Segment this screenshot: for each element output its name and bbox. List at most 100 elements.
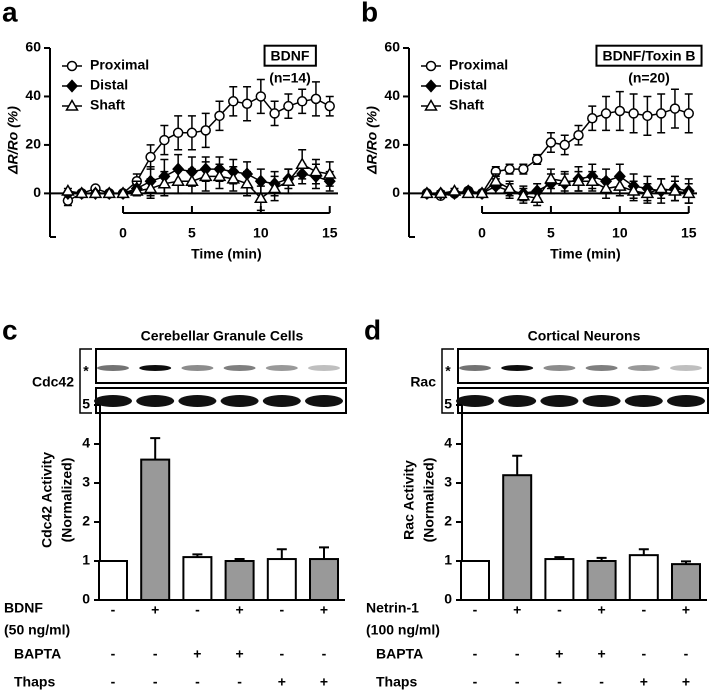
annotation-box <box>263 44 317 67</box>
condition-sign: + <box>151 602 159 618</box>
y-tick-label: 40 <box>384 87 400 103</box>
marker <box>198 169 213 182</box>
condition-sign: - <box>684 646 689 662</box>
marker <box>614 105 626 117</box>
condition-sign: + <box>278 674 286 690</box>
marker <box>559 139 570 151</box>
bar <box>98 560 128 601</box>
marker <box>587 113 598 124</box>
y-axis-label: Cdc42 Activity <box>39 452 55 548</box>
annotation: (n=20) <box>628 70 670 86</box>
marker <box>254 191 268 203</box>
legend-label: Proximal <box>90 57 149 73</box>
legend-label: Shaft <box>90 97 125 113</box>
blot-band <box>265 365 298 371</box>
marker <box>461 186 476 199</box>
condition-sign: - <box>279 646 284 662</box>
error-bar <box>150 437 161 460</box>
y-tick-label: 5 <box>444 396 452 412</box>
blot-band <box>178 395 217 407</box>
condition-label: Thaps <box>14 674 55 690</box>
marker <box>309 164 323 177</box>
x-tick-label: 10 <box>612 225 628 241</box>
error-bar <box>638 548 649 556</box>
y-tick-label: 40 <box>25 87 41 103</box>
condition-label: (50 ng/ml) <box>4 622 70 638</box>
marker <box>66 60 78 72</box>
marker <box>516 188 531 201</box>
panel-label: b <box>361 0 378 27</box>
marker <box>599 181 613 194</box>
y-tick-label: 0 <box>444 591 452 607</box>
condition-sign: - <box>195 602 200 618</box>
y-tick-label: 1 <box>444 552 452 568</box>
x-axis-label: Time (min) <box>191 246 262 262</box>
marker <box>613 179 627 191</box>
y-tick-label: 0 <box>82 591 90 607</box>
annotation: BDNF/Toxin B <box>602 48 695 64</box>
y-axis-label: Rac Activity <box>401 460 417 540</box>
bar <box>628 554 659 602</box>
blot-band <box>667 395 705 407</box>
condition-sign: + <box>320 674 328 690</box>
condition-sign: + <box>598 646 606 662</box>
marker <box>157 176 172 189</box>
marker <box>433 186 448 199</box>
blot-band <box>624 395 663 407</box>
marker <box>310 93 322 105</box>
marker <box>226 171 241 184</box>
marker <box>143 181 158 194</box>
condition-sign: - <box>473 674 478 690</box>
blot-band <box>627 365 660 371</box>
marker <box>642 110 653 122</box>
marker <box>185 174 199 187</box>
marker <box>214 110 225 122</box>
bar <box>544 558 575 601</box>
blot-band <box>262 395 301 407</box>
marker <box>640 186 655 199</box>
condition-sign: - <box>515 674 520 690</box>
blot <box>457 348 709 384</box>
marker <box>65 79 79 93</box>
marker <box>669 103 681 114</box>
panel-label: a <box>2 0 18 27</box>
blot <box>95 348 347 384</box>
condition-sign: + <box>193 646 201 662</box>
marker <box>626 183 641 196</box>
condition-sign: + <box>320 602 328 618</box>
x-tick-label: 15 <box>681 225 697 241</box>
bar <box>586 560 617 601</box>
marker <box>102 186 117 199</box>
condition-sign: - <box>111 646 116 662</box>
condition-sign: + <box>682 602 690 618</box>
condition-sign: - <box>237 674 242 690</box>
condition-sign: + <box>513 602 521 618</box>
x-axis-label: Time (min) <box>550 246 621 262</box>
condition-sign: - <box>515 646 520 662</box>
condition-sign: - <box>153 674 158 690</box>
marker <box>171 174 185 187</box>
marker <box>172 127 184 139</box>
condition-sign: + <box>682 674 690 690</box>
condition-sign: + <box>598 602 606 618</box>
marker <box>681 186 696 199</box>
y-tick-label: 0 <box>33 184 41 200</box>
marker <box>61 183 75 196</box>
y-tick-label: 60 <box>25 39 41 55</box>
y-tick-label: 0 <box>392 184 400 200</box>
x-tick-label: 5 <box>188 225 196 241</box>
marker <box>628 108 639 119</box>
y-tick-label: 60 <box>384 39 400 55</box>
blot-band <box>456 395 494 407</box>
marker <box>254 174 267 188</box>
blot-band <box>305 395 343 407</box>
marker <box>65 99 79 111</box>
blot-band <box>94 395 132 407</box>
blot-band <box>139 365 172 371</box>
marker <box>489 174 503 187</box>
series-line <box>426 107 689 197</box>
condition-sign: - <box>111 674 116 690</box>
condition-sign: - <box>599 674 604 690</box>
blot-band <box>459 365 491 371</box>
marker <box>145 151 156 163</box>
